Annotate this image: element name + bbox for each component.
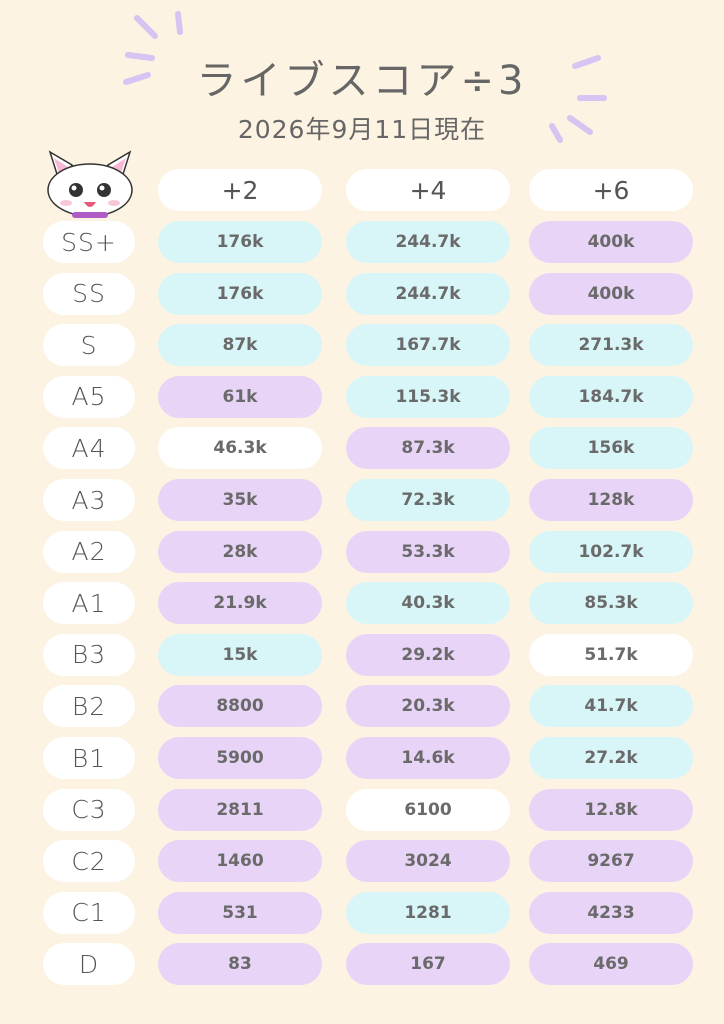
score-cell: 46.3k <box>158 427 322 470</box>
decoration <box>47 11 607 218</box>
score-cell: 72.3k <box>346 479 510 521</box>
score-cell: 128k <box>529 479 693 521</box>
rank-label: A2 <box>43 530 135 573</box>
score-cell: 5900 <box>158 737 322 779</box>
score-cell: 21.9k <box>158 582 322 625</box>
score-cell: 85.3k <box>529 582 693 625</box>
date: 2026年9月11日現在 <box>237 115 487 144</box>
column-header: +4 <box>346 169 510 211</box>
score-cell: 14.6k <box>346 737 510 779</box>
score-cell: 15k <box>158 633 322 676</box>
score-cell: 53.3k <box>346 530 510 573</box>
rank-label: A4 <box>43 427 135 470</box>
score-cell: 4233 <box>529 891 693 934</box>
column-header: +6 <box>529 169 693 211</box>
score-cell: 9267 <box>529 840 693 883</box>
score-cell: 176k <box>158 272 322 315</box>
score-cell: 167 <box>346 943 510 986</box>
rank-label: SS <box>43 272 135 315</box>
score-cell: 1460 <box>158 840 322 883</box>
score-cell: 244.7k <box>346 221 510 263</box>
score-cell: 115.3k <box>346 375 510 418</box>
score-cell: 469 <box>529 943 693 986</box>
score-cell: 167.7k <box>346 324 510 367</box>
score-cell: 27.2k <box>529 737 693 779</box>
rank-label: SS+ <box>43 221 135 263</box>
score-cell: 6100 <box>346 788 510 831</box>
score-cell: 83 <box>158 943 322 986</box>
cat-icon <box>47 150 133 218</box>
rank-label: B2 <box>43 685 135 728</box>
score-cell: 51.7k <box>529 633 693 676</box>
score-cell: 40.3k <box>346 582 510 625</box>
rank-label: A5 <box>43 375 135 418</box>
score-cell: 176k <box>158 221 322 263</box>
score-cell: 28k <box>158 530 322 573</box>
score-cell: 41.7k <box>529 685 693 728</box>
score-cell: 61k <box>158 375 322 418</box>
title: ライブスコア÷3 <box>196 58 528 104</box>
score-cell: 400k <box>529 272 693 315</box>
rank-label: C2 <box>43 840 135 883</box>
score-cell: 244.7k <box>346 272 510 315</box>
score-cell: 400k <box>529 221 693 263</box>
score-cell: 184.7k <box>529 375 693 418</box>
rank-label: D <box>43 943 135 986</box>
rank-label: A3 <box>43 479 135 521</box>
score-cell: 156k <box>529 427 693 470</box>
rank-label: S <box>43 324 135 367</box>
rank-label: B1 <box>43 737 135 779</box>
score-cell: 1281 <box>346 891 510 934</box>
score-cell: 102.7k <box>529 530 693 573</box>
score-cell: 12.8k <box>529 788 693 831</box>
score-cell: 3024 <box>346 840 510 883</box>
score-cell: 271.3k <box>529 324 693 367</box>
rank-label: A1 <box>43 582 135 625</box>
rank-label: C1 <box>43 891 135 934</box>
score-cell: 2811 <box>158 788 322 831</box>
score-cell: 8800 <box>158 685 322 728</box>
column-header: +2 <box>158 169 322 211</box>
rank-label: B3 <box>43 633 135 676</box>
score-cell: 20.3k <box>346 685 510 728</box>
score-cell: 35k <box>158 479 322 521</box>
rank-label: C3 <box>43 788 135 831</box>
score-cell: 29.2k <box>346 633 510 676</box>
score-cell: 87k <box>158 324 322 367</box>
score-cell: 531 <box>158 891 322 934</box>
score-cell: 87.3k <box>346 427 510 470</box>
